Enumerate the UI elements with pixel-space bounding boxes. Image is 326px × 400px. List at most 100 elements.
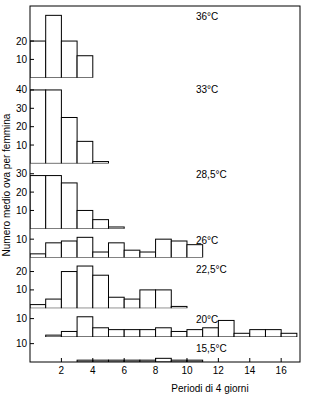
- y-tick: [30, 239, 34, 240]
- bar: [281, 333, 297, 337]
- bar: [61, 272, 77, 309]
- y-tick: [30, 343, 34, 344]
- x-tick-label: 4: [90, 365, 96, 376]
- bar: [30, 305, 46, 309]
- bars: [77, 358, 203, 362]
- bar: [77, 266, 93, 308]
- bar: [61, 183, 77, 229]
- bar: [46, 15, 62, 77]
- y-tick-label: 10: [16, 338, 28, 349]
- x-axis-label: Periodi di 4 giorni: [171, 383, 248, 394]
- y-tick: [30, 289, 34, 290]
- bar: [265, 330, 281, 337]
- panel-title: 15,5°C: [196, 343, 227, 354]
- y-tick: [30, 210, 34, 211]
- y-tick-label: 30: [16, 103, 28, 114]
- y-tick: [30, 89, 34, 90]
- bar: [140, 330, 156, 337]
- x-tick-label: 6: [121, 365, 127, 376]
- y-tick: [30, 41, 34, 42]
- bars: [30, 90, 108, 163]
- bar: [46, 243, 62, 258]
- bar: [250, 330, 266, 337]
- bar: [124, 330, 140, 337]
- x-tick: [155, 358, 156, 362]
- bar: [30, 90, 46, 163]
- bar: [171, 241, 187, 258]
- bar: [77, 210, 93, 228]
- x-tick: [61, 358, 62, 362]
- x-tick-label: 16: [276, 365, 288, 376]
- bar: [77, 237, 93, 257]
- bar: [61, 117, 77, 163]
- y-tick: [30, 318, 34, 319]
- bar: [203, 328, 219, 337]
- bar: [46, 335, 62, 337]
- y-tick: [30, 271, 34, 272]
- panel-title: 20°C: [196, 314, 218, 325]
- y-tick-label: 30: [16, 168, 28, 179]
- x-tick-label: 2: [59, 365, 65, 376]
- bar: [77, 56, 93, 78]
- bar: [140, 290, 156, 308]
- bar: [171, 331, 187, 337]
- bar: [30, 254, 46, 258]
- x-tick-label: 10: [181, 365, 193, 376]
- bar: [46, 299, 62, 308]
- y-tick-label: 20: [16, 36, 28, 47]
- x-tick-label: 8: [153, 365, 159, 376]
- panel-title: 33°C: [196, 84, 218, 95]
- bar: [46, 90, 62, 163]
- y-tick-label: 20: [16, 121, 28, 132]
- bar: [93, 220, 109, 229]
- y-tick-label: 10: [16, 140, 28, 151]
- x-tick: [124, 358, 125, 362]
- y-tick-label: 10: [16, 313, 28, 324]
- bar: [108, 330, 124, 337]
- y-tick-label: 20: [16, 266, 28, 277]
- bar: [108, 227, 124, 229]
- bar: [61, 41, 77, 78]
- bars: [30, 15, 93, 77]
- bar: [156, 290, 172, 308]
- bars: [30, 266, 187, 308]
- x-tick-label: 12: [213, 365, 225, 376]
- y-tick: [30, 59, 34, 60]
- chart: 10 20 36°C Numero medio ova per femmina 10 20…: [0, 0, 326, 400]
- bar: [156, 328, 172, 337]
- y-axis-label: Numero medio ova per femmina: [1, 113, 12, 256]
- panel-title: 36°C: [196, 11, 218, 22]
- x-tick: [249, 358, 250, 362]
- bar: [93, 328, 109, 337]
- y-tick-label: 10: [16, 54, 28, 65]
- x-tick: [218, 358, 219, 362]
- panel-title: 28,5°C: [196, 169, 227, 180]
- bar: [218, 320, 234, 337]
- bar: [30, 41, 46, 78]
- bar: [140, 252, 156, 258]
- bar: [124, 299, 140, 308]
- frame: [30, 6, 300, 362]
- y-tick: [30, 126, 34, 127]
- bars: [46, 317, 297, 337]
- y-tick-label: 40: [16, 84, 28, 95]
- y-tick: [30, 173, 34, 174]
- bar: [93, 162, 109, 164]
- bar: [61, 331, 77, 337]
- bars: [30, 176, 124, 229]
- bar: [61, 241, 77, 258]
- y-tick: [30, 145, 34, 146]
- x-tick: [92, 358, 93, 362]
- bar: [77, 141, 93, 163]
- bar: [187, 330, 203, 337]
- panel-title: 26°C: [196, 235, 218, 246]
- y-tick-label: 10: [16, 234, 28, 245]
- x-tick: [186, 358, 187, 362]
- bar: [234, 333, 250, 337]
- y-tick-label: 10: [16, 205, 28, 216]
- y-tick: [30, 192, 34, 193]
- bar: [77, 317, 93, 337]
- y-tick-label: 10: [16, 284, 28, 295]
- bar: [124, 250, 140, 257]
- panel-title: 22,5°C: [196, 264, 227, 275]
